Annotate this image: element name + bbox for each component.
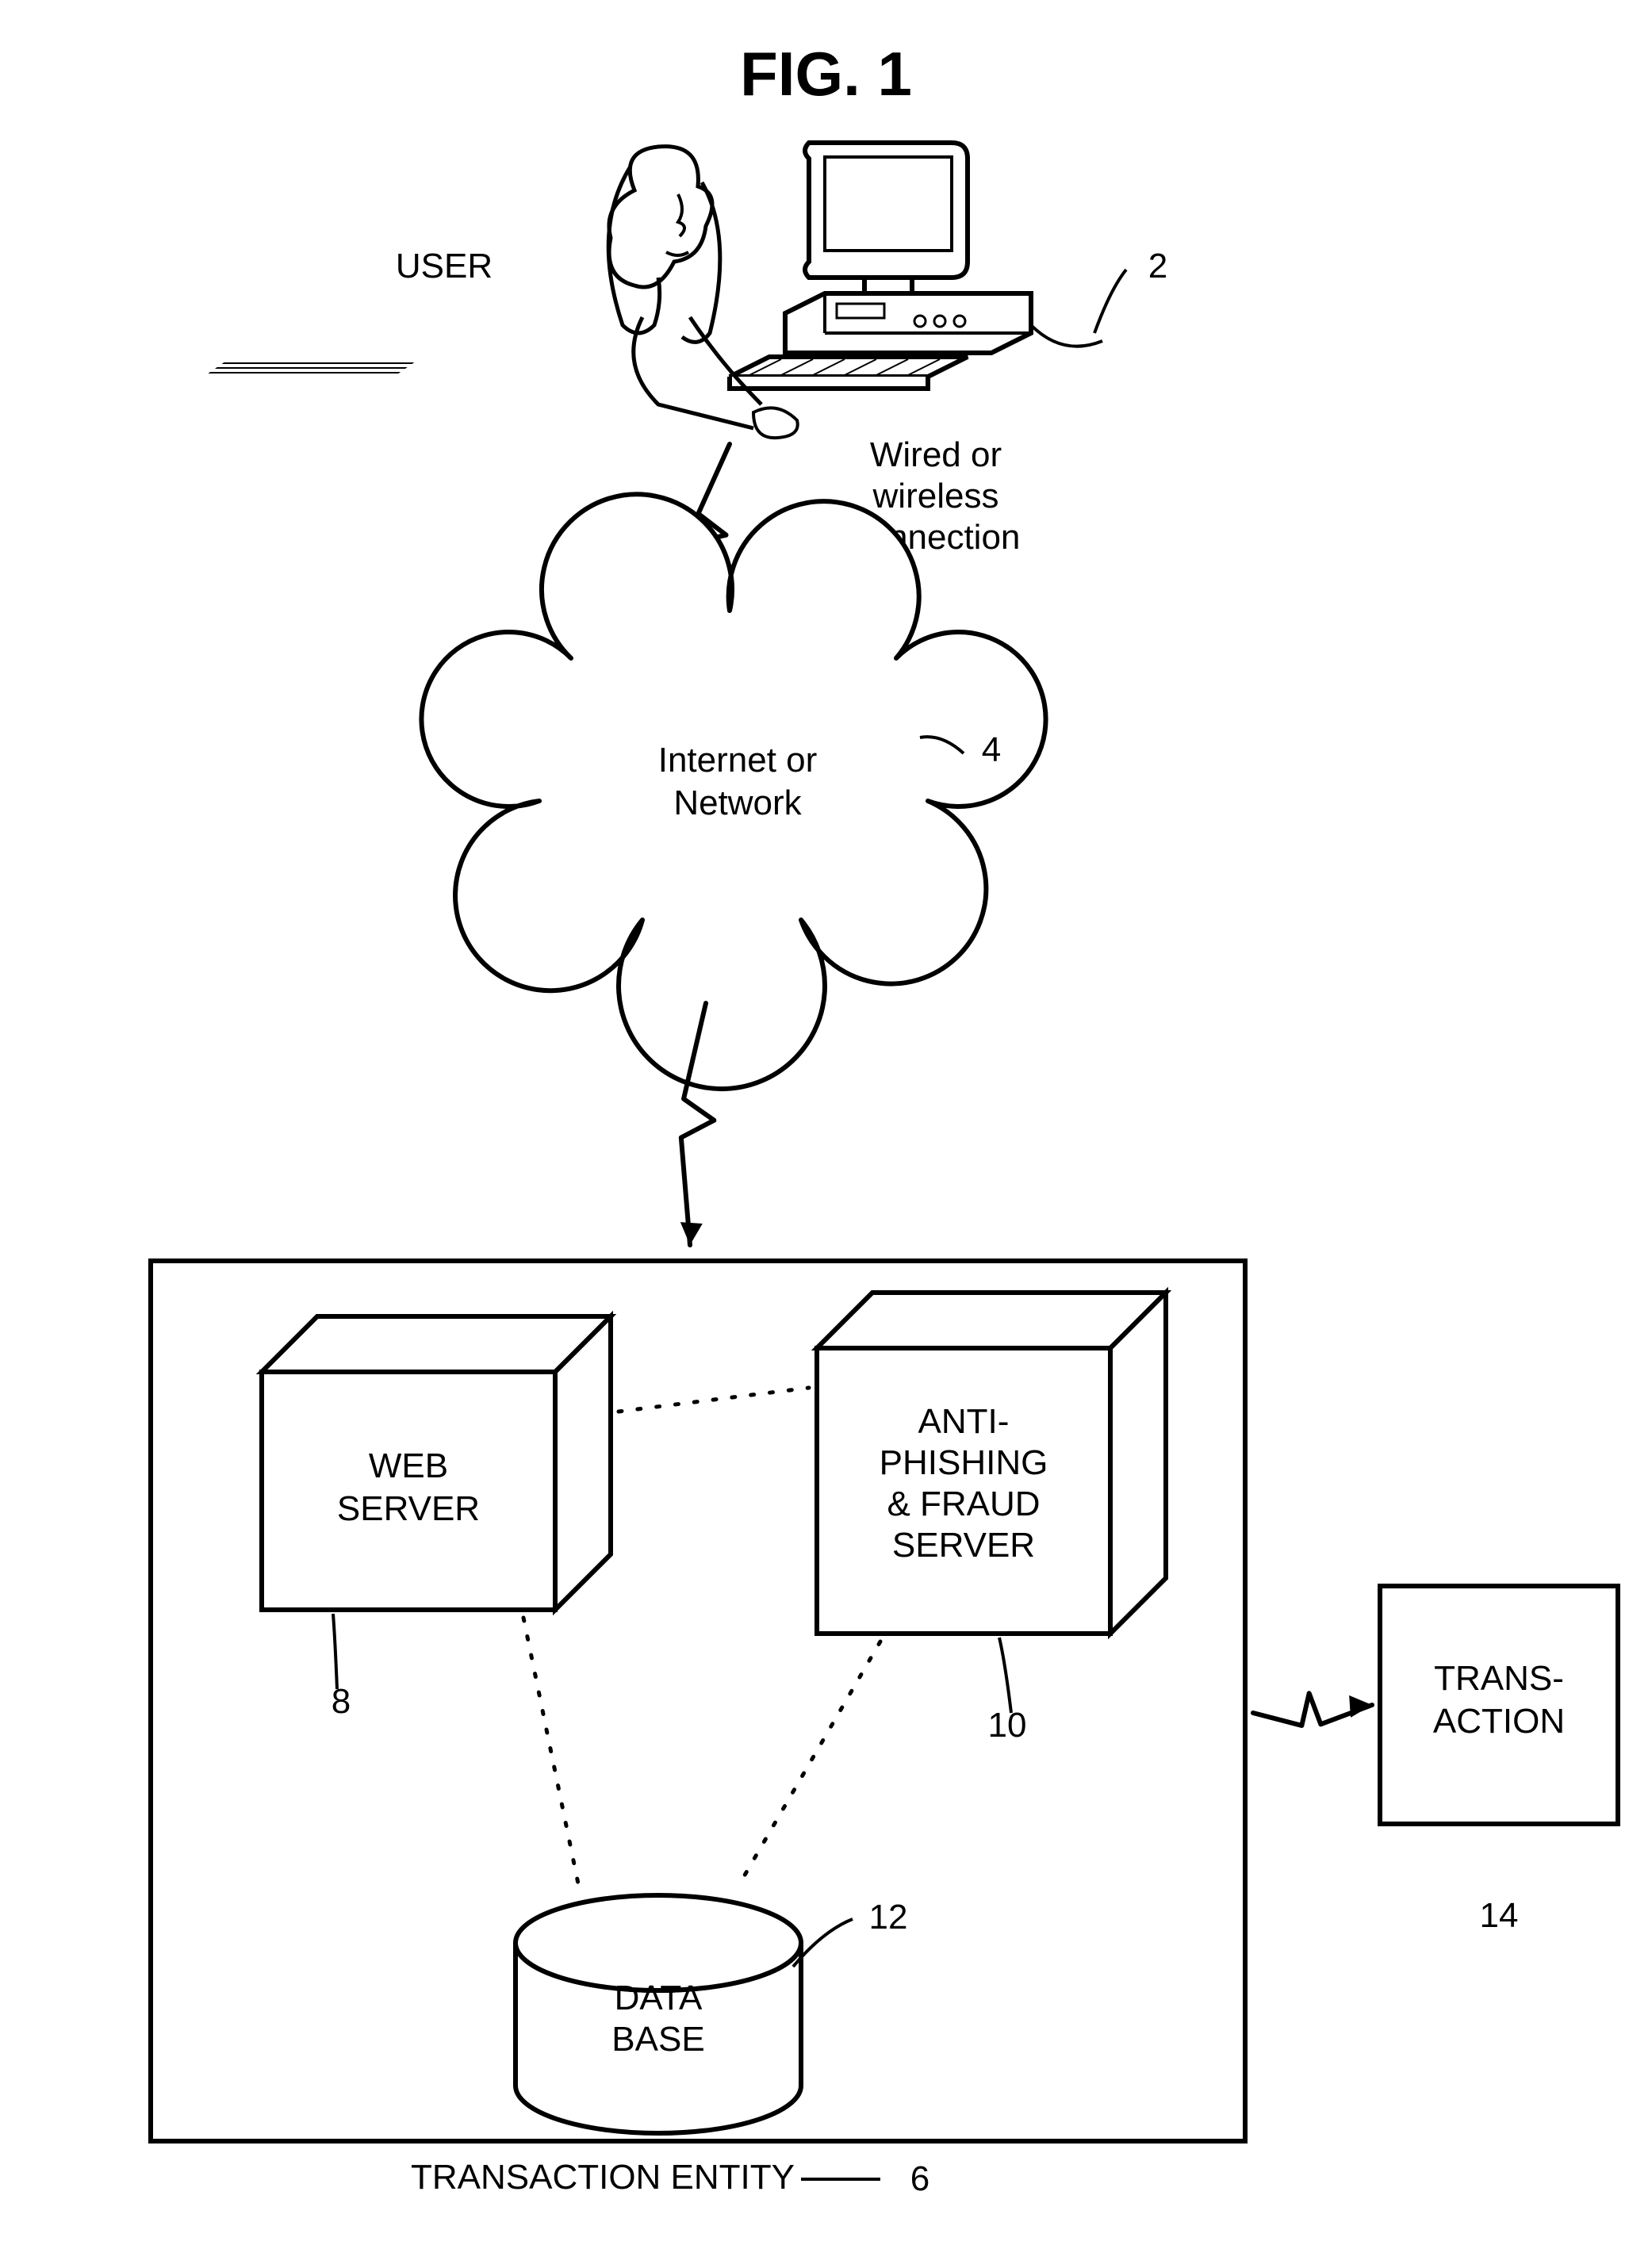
user-ref: 2 <box>1148 247 1167 285</box>
leader-line <box>333 1614 337 1689</box>
database-label: DATA <box>615 1979 703 2017</box>
entity-label: TRANSACTION ENTITY <box>411 2158 795 2197</box>
user-label: USER <box>396 247 493 285</box>
web-server-label: WEB <box>369 1446 448 1485</box>
web-server-ref: 8 <box>332 1682 351 1721</box>
figure-title: FIG. 1 <box>740 39 912 109</box>
arrowhead-icon <box>1349 1695 1372 1718</box>
arrowhead-icon <box>680 1222 703 1245</box>
database-ref: 12 <box>869 1898 908 1937</box>
fraud-server-label: & FRAUD <box>887 1485 1040 1523</box>
leader-line <box>1094 270 1126 333</box>
leader-line <box>999 1638 1011 1713</box>
dotted-connector <box>523 1618 579 1887</box>
database-label: BASE <box>611 2020 704 2059</box>
web-server-label: SERVER <box>337 1489 480 1528</box>
transaction-label: ACTION <box>1433 1702 1565 1741</box>
fraud-server-label: PHISHING <box>880 1443 1048 1482</box>
cloud-label: Internet or <box>658 741 818 780</box>
connection-label: Wired or <box>870 435 1002 474</box>
fraud-server-label: ANTI- <box>918 1402 1010 1441</box>
user-computer-icon <box>209 143 1102 438</box>
transaction-label: TRANS- <box>1434 1659 1564 1698</box>
entity-ref: 6 <box>910 2159 929 2198</box>
dotted-connector <box>619 1388 809 1412</box>
cloud-ref: 4 <box>982 730 1001 769</box>
transaction-ref: 14 <box>1480 1896 1519 1935</box>
connection-label: wireless <box>872 477 999 515</box>
fraud-server-label: SERVER <box>892 1526 1035 1565</box>
cloud-label: Network <box>673 783 802 822</box>
dotted-connector <box>738 1642 880 1887</box>
fraud-server-ref: 10 <box>988 1706 1027 1745</box>
